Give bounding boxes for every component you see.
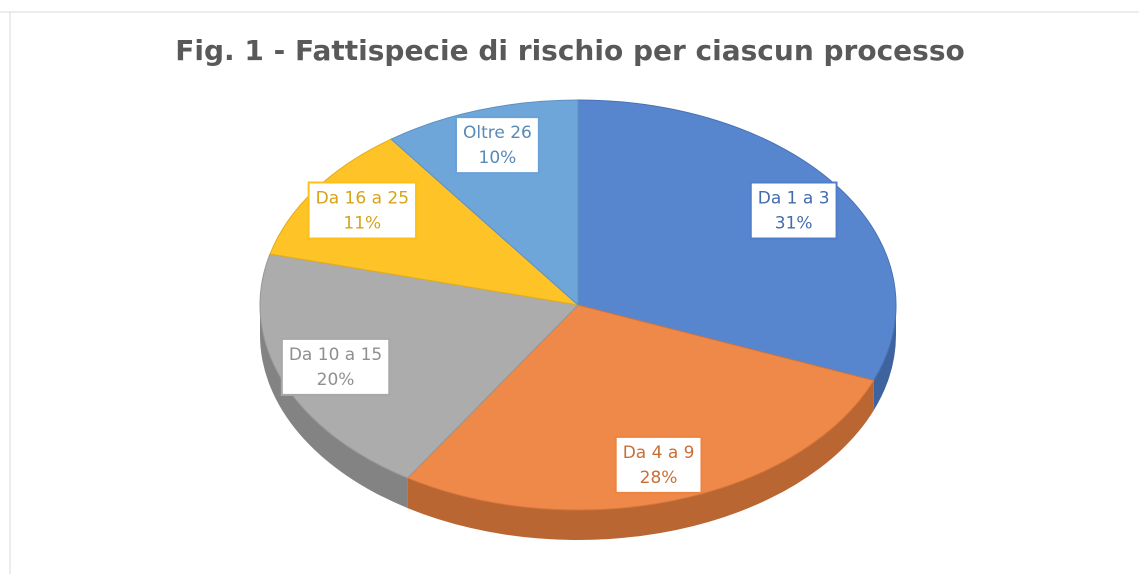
data-label-value: 10% bbox=[479, 148, 517, 168]
data-label-box bbox=[749, 181, 838, 240]
data-label-value: 11% bbox=[343, 214, 381, 234]
pie-slice bbox=[577, 99, 897, 382]
data-label-category: Da 10 a 15 bbox=[289, 345, 382, 365]
data-label-category: Da 4 a 9 bbox=[623, 443, 695, 463]
data-label-box bbox=[454, 116, 540, 175]
data-label-value: 31% bbox=[775, 214, 813, 234]
data-label-box bbox=[280, 337, 391, 396]
pie-slice-side bbox=[260, 305, 408, 509]
chart-title: Fig. 1 - Fattispecie di rischio per cias… bbox=[175, 34, 965, 67]
data-label: Da 4 a 9 28% bbox=[614, 435, 703, 494]
data-label-value: 28% bbox=[640, 468, 678, 488]
pie-slice bbox=[406, 304, 875, 511]
data-label-category: Da 1 a 3 bbox=[758, 189, 830, 209]
pie-slice-side bbox=[873, 305, 897, 411]
data-label-category: Da 16 a 25 bbox=[316, 189, 409, 209]
data-label-box bbox=[614, 435, 703, 494]
data-label: Da 10 a 15 20% bbox=[280, 337, 391, 396]
data-label: Da 16 a 25 11% bbox=[307, 181, 418, 240]
data-label: Da 1 a 3 31% bbox=[749, 181, 838, 240]
data-label: Oltre 26 10% bbox=[454, 116, 540, 175]
data-label-box bbox=[307, 181, 418, 240]
data-label-category: Oltre 26 bbox=[463, 123, 532, 143]
data-label-value: 20% bbox=[317, 370, 355, 390]
pie-slice-side bbox=[407, 380, 874, 540]
